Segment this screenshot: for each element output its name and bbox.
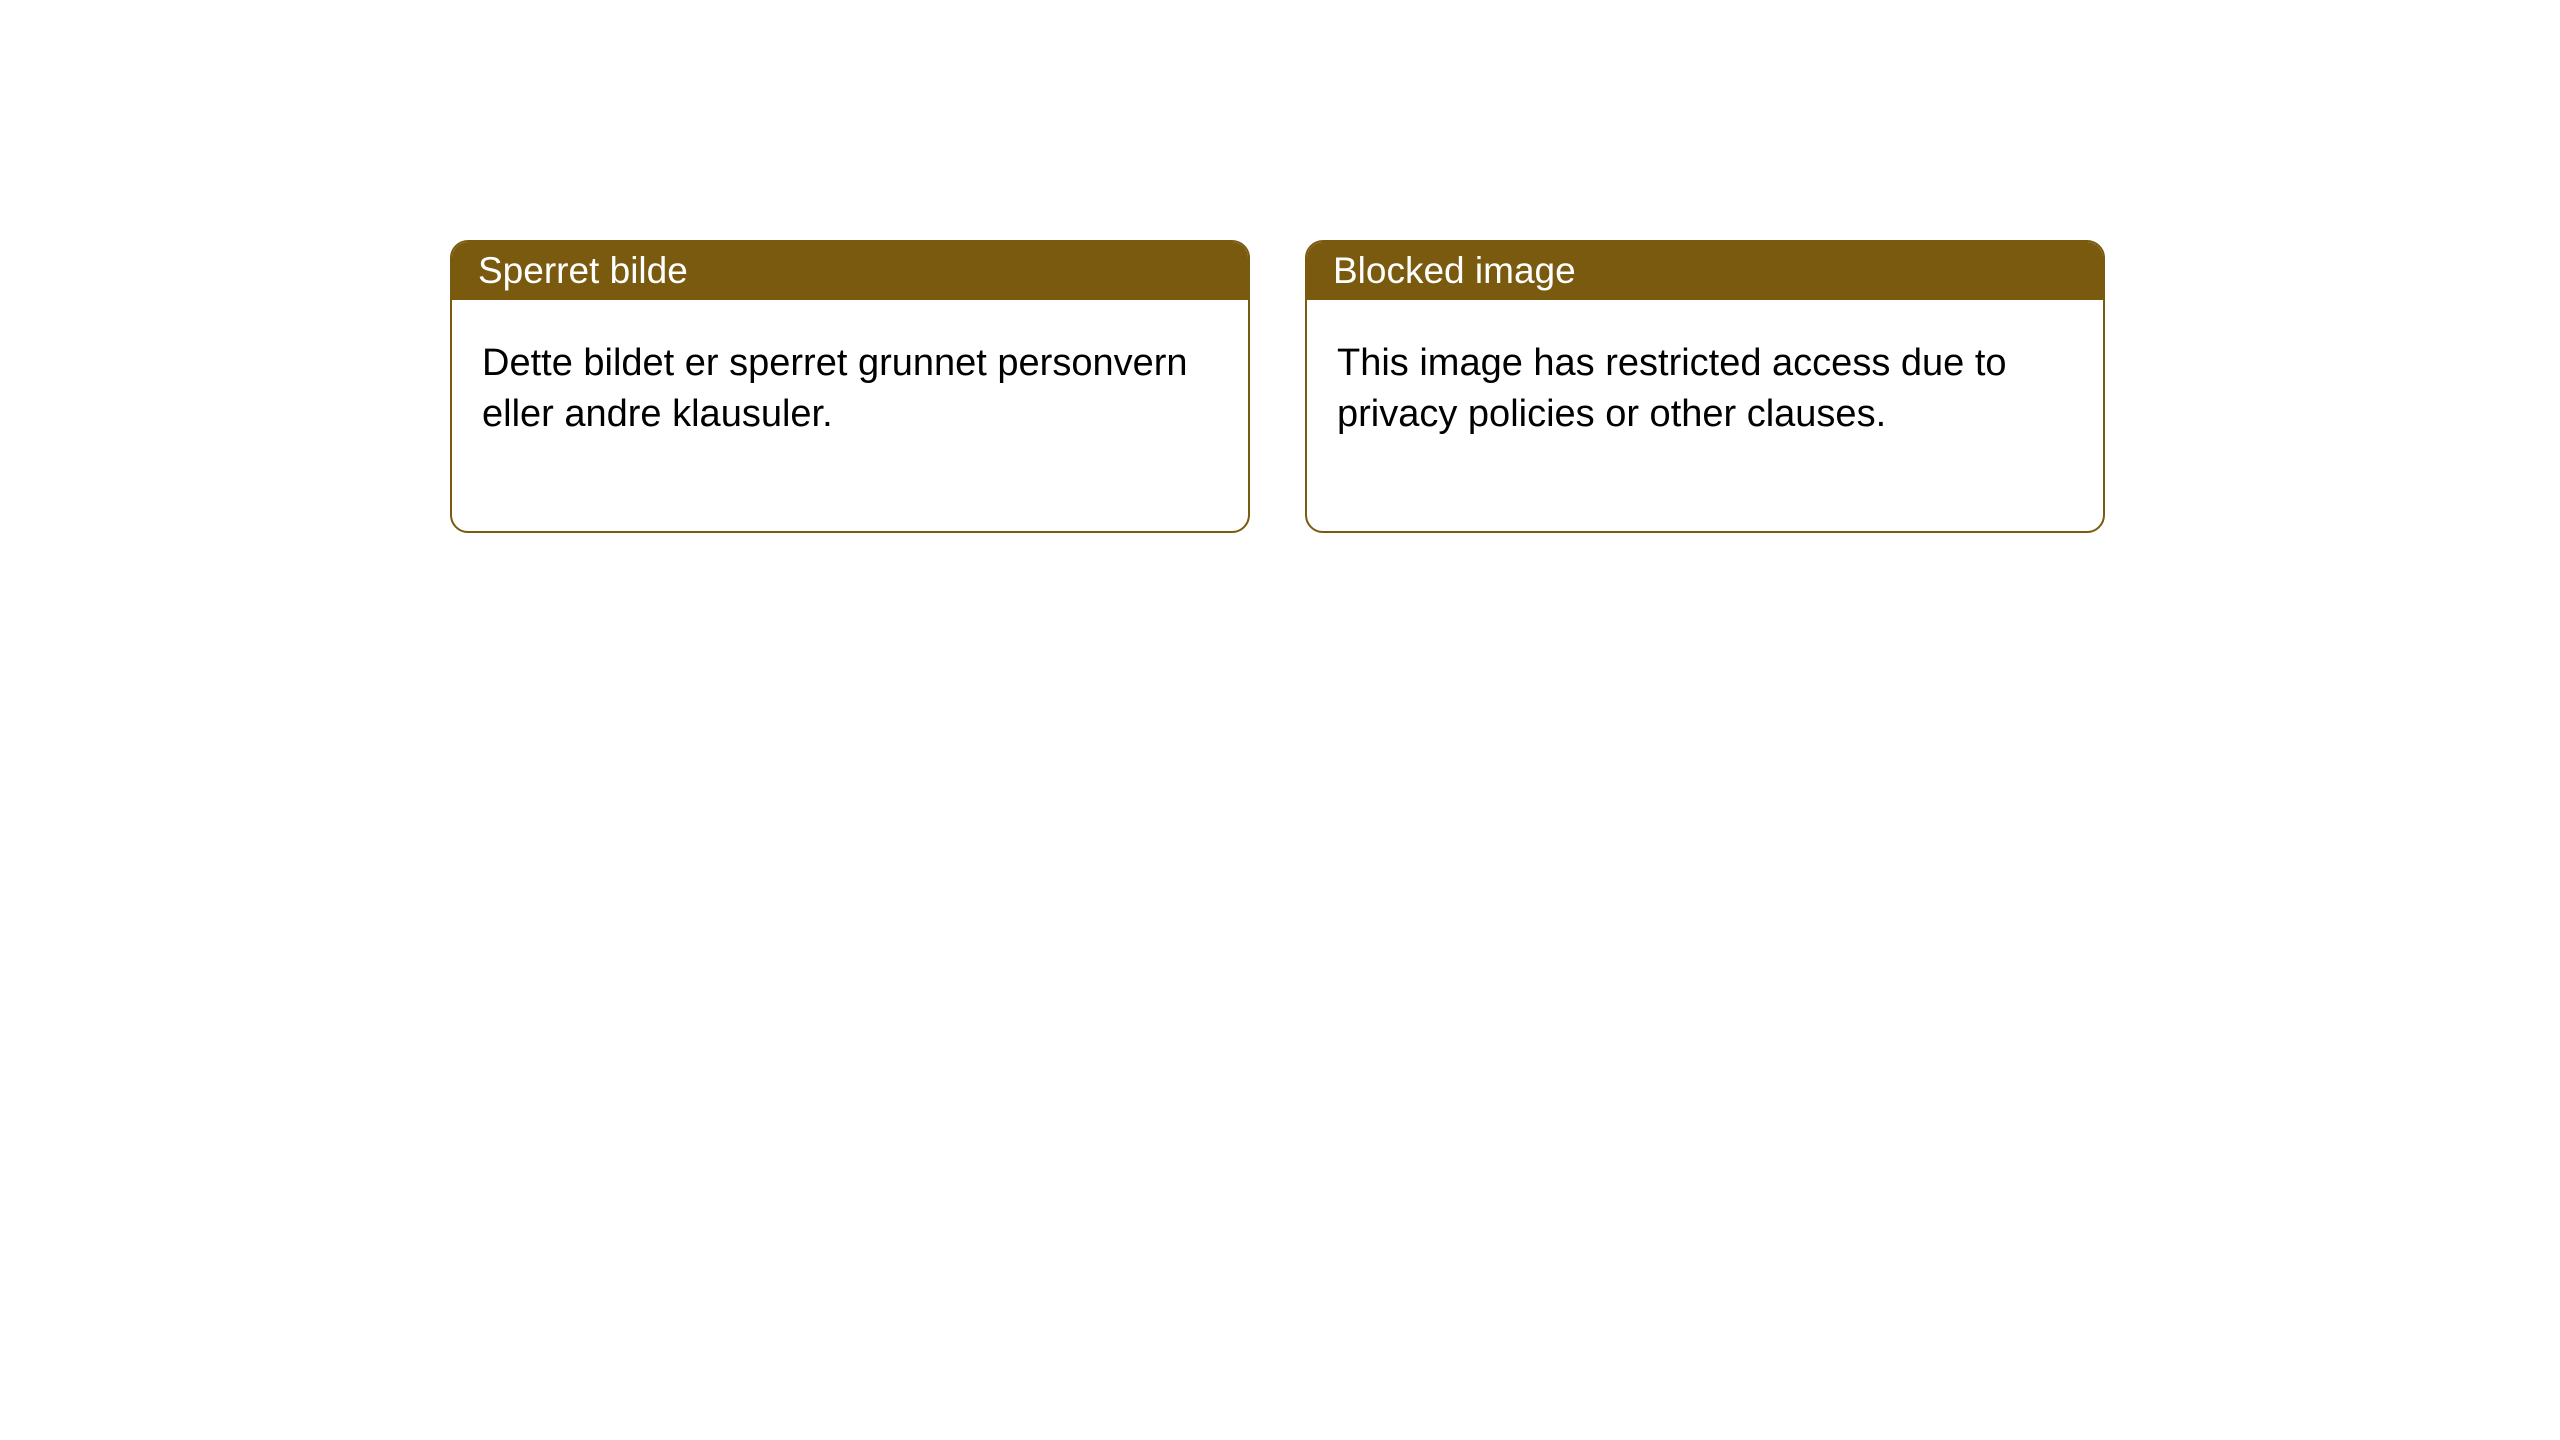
panel-title-no: Sperret bilde: [478, 250, 688, 291]
panel-body-en: This image has restricted access due to …: [1307, 300, 2103, 531]
panel-message-en: This image has restricted access due to …: [1337, 342, 2007, 435]
panel-message-no: Dette bildet er sperret grunnet personve…: [482, 342, 1188, 435]
panel-title-en: Blocked image: [1333, 250, 1576, 291]
blocked-image-panel-no: Sperret bilde Dette bildet er sperret gr…: [450, 240, 1250, 533]
panel-header-no: Sperret bilde: [452, 242, 1248, 300]
panel-body-no: Dette bildet er sperret grunnet personve…: [452, 300, 1248, 531]
panel-header-en: Blocked image: [1307, 242, 2103, 300]
panels-container: Sperret bilde Dette bildet er sperret gr…: [450, 240, 2105, 533]
blocked-image-panel-en: Blocked image This image has restricted …: [1305, 240, 2105, 533]
